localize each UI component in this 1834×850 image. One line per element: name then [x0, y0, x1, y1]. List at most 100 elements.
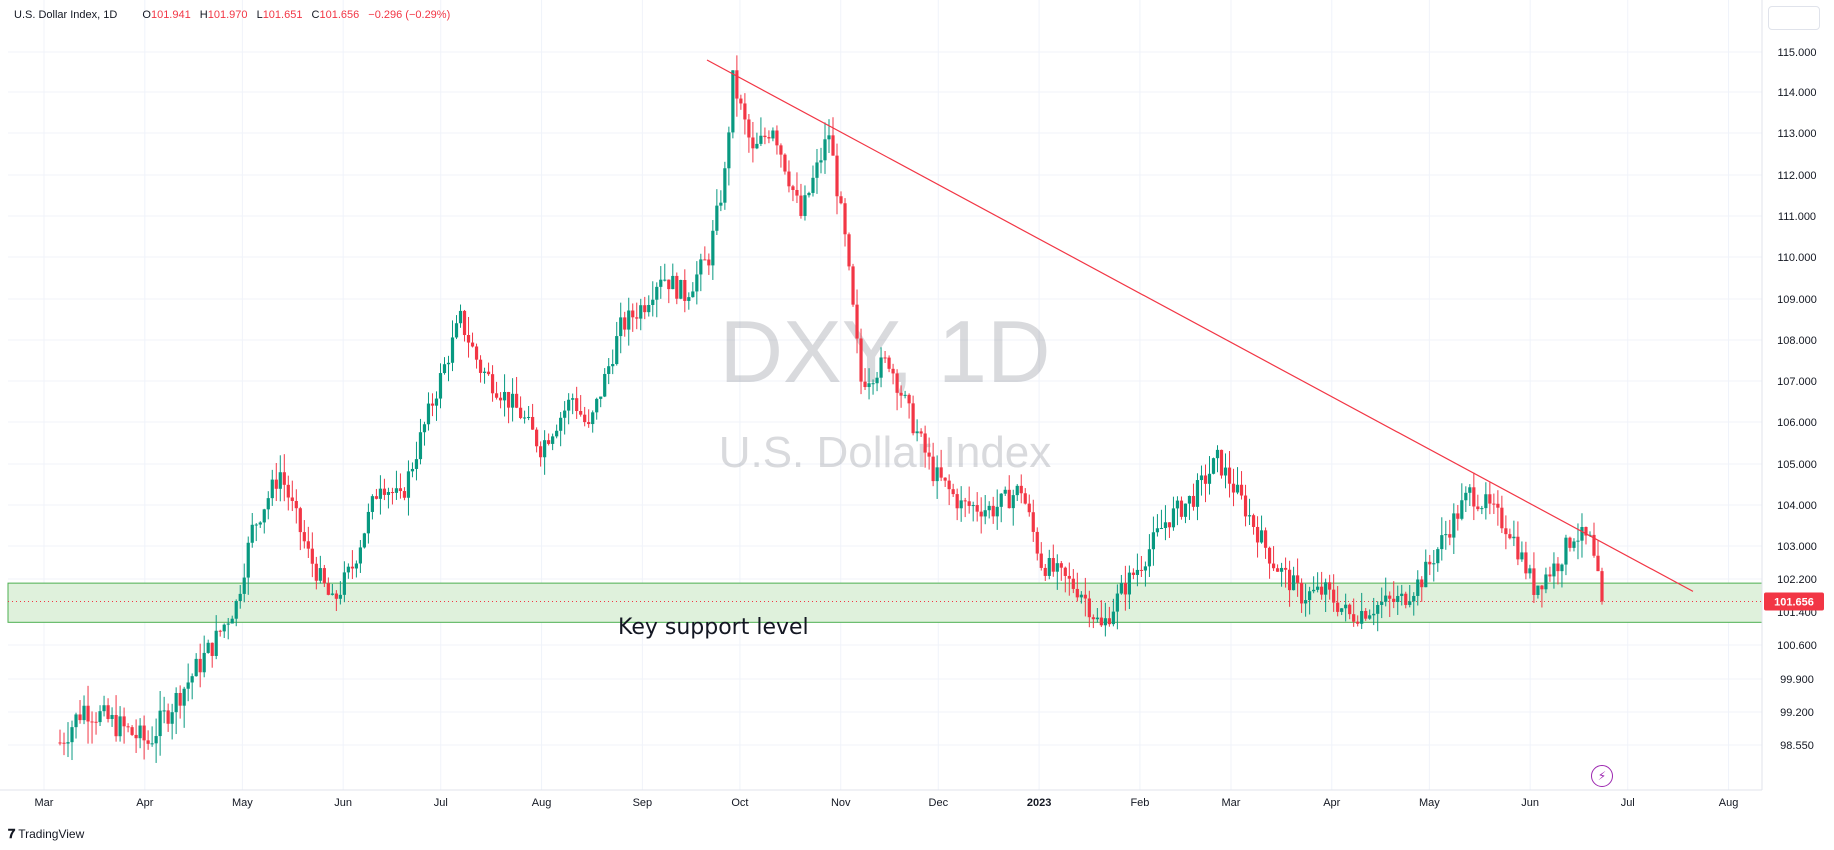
- candle-body: [202, 652, 206, 673]
- candle-body: [446, 362, 451, 365]
- candle-body: [1155, 528, 1160, 533]
- candle-body: [1275, 568, 1280, 572]
- candle-body: [1376, 604, 1380, 614]
- candle-body: [627, 310, 631, 330]
- candle-body: [975, 505, 979, 512]
- candle-body: [1067, 575, 1071, 579]
- candle-body: [342, 572, 346, 595]
- candle-body: [751, 137, 755, 149]
- candle-body: [1175, 500, 1180, 509]
- candle-body: [675, 275, 679, 299]
- candle-body: [1580, 527, 1584, 541]
- candle-body: [871, 383, 875, 385]
- candle-body: [759, 135, 763, 144]
- time-axis[interactable]: Mar Apr May Jun Jul Aug Sep Oct Nov Dec 2023 Feb Mar…: [35, 797, 1739, 809]
- candle-body: [755, 143, 759, 149]
- candle-body: [855, 304, 859, 339]
- low-value: 101.651: [262, 9, 303, 21]
- candle-body: [691, 291, 695, 298]
- time-tick-label: Oct: [731, 797, 748, 809]
- candle-body: [282, 472, 286, 485]
- candle-body: [523, 417, 527, 419]
- candle-body: [238, 593, 242, 601]
- candle-body: [851, 266, 855, 305]
- candle-body: [326, 583, 330, 595]
- candle-body: [358, 547, 362, 564]
- candle-body: [442, 364, 447, 374]
- candle-body: [575, 398, 579, 412]
- tradingview-logo-icon: 𝟕: [8, 826, 15, 841]
- candle-body: [607, 366, 611, 374]
- candle-body: [807, 192, 811, 196]
- candle-body: [86, 705, 90, 722]
- candle-body: [214, 630, 218, 656]
- candle-body: [555, 430, 559, 437]
- candle-body: [1480, 508, 1484, 510]
- candle-body: [835, 155, 839, 197]
- time-tick-label: May: [1419, 797, 1440, 809]
- candle-body: [166, 710, 170, 724]
- candle-body: [919, 431, 923, 434]
- candle-body: [190, 676, 194, 683]
- lightning-icon[interactable]: ⚡: [1591, 765, 1613, 787]
- candle-body: [258, 522, 262, 525]
- trendline[interactable]: [706, 59, 1694, 592]
- candle-body: [1492, 503, 1496, 505]
- candle-body: [118, 716, 122, 737]
- candle-body: [330, 593, 334, 595]
- candle-body: [1512, 536, 1516, 539]
- candle-body: [82, 705, 86, 721]
- candle-body: [1123, 582, 1127, 595]
- tradingview-footer[interactable]: 𝟕 TradingView: [8, 826, 84, 842]
- candle-body: [563, 410, 567, 418]
- candle-body: [390, 492, 395, 494]
- candle-body: [1528, 568, 1532, 574]
- candle-body: [1592, 534, 1596, 556]
- candle-body: [699, 259, 703, 275]
- candle-body: [162, 710, 166, 712]
- last-price-text: 101.656: [1774, 596, 1814, 608]
- candle-body: [1292, 575, 1296, 591]
- candle-body: [386, 492, 391, 495]
- candle-body: [226, 623, 230, 625]
- price-axis[interactable]: 115.000 114.000 113.000 112.000 111.000 110.0…: [1777, 47, 1817, 752]
- candle-body: [378, 488, 383, 499]
- candle-body: [1356, 621, 1360, 624]
- candle-body: [278, 472, 282, 489]
- candle-body: [518, 407, 523, 419]
- candle-body: [462, 310, 467, 336]
- price-tick-label: 103.000: [1777, 541, 1817, 553]
- candle-body: [1488, 494, 1492, 504]
- candle-body: [1420, 579, 1424, 588]
- candle-body: [494, 393, 499, 398]
- candle-body: [1556, 563, 1560, 572]
- candle-body: [811, 177, 815, 193]
- candle-body: [803, 195, 807, 216]
- candle-body: [402, 491, 407, 498]
- candle-body: [1259, 530, 1264, 543]
- candle-body: [1211, 458, 1216, 474]
- candle-body: [1344, 604, 1348, 609]
- candle-body: [867, 383, 871, 388]
- candle-body: [795, 189, 799, 196]
- candle-body: [114, 714, 118, 737]
- candle-body: [951, 489, 955, 495]
- candle-body: [1051, 558, 1055, 572]
- price-tick-label: 99.900: [1780, 674, 1814, 686]
- candle-body: [727, 132, 731, 169]
- candle-body: [787, 171, 791, 187]
- candle-body: [1504, 528, 1508, 535]
- candle-body: [142, 725, 146, 741]
- candle-body: [1536, 585, 1540, 595]
- top-right-button[interactable]: [1768, 6, 1820, 30]
- candle-body: [1392, 598, 1396, 602]
- time-tick-label: May: [232, 797, 253, 809]
- candle-body: [603, 373, 607, 397]
- candle-body: [1380, 601, 1384, 605]
- candle-body: [703, 259, 707, 261]
- candle-body: [739, 98, 743, 104]
- candle-body: [1312, 589, 1316, 592]
- symbol-title[interactable]: U.S. Dollar Index, 1D: [14, 9, 118, 21]
- candle-body: [531, 416, 535, 430]
